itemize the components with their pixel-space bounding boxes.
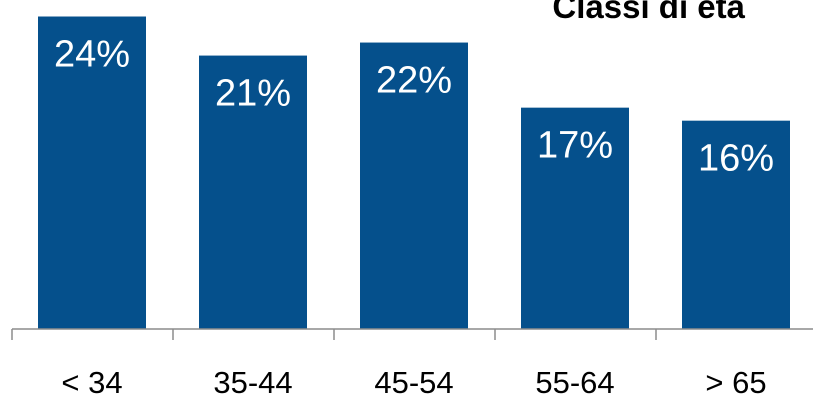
bars-group: 24% 21% 22% 17% 16% [38, 17, 790, 329]
data-label: 24% [54, 34, 130, 76]
data-label: 22% [376, 60, 452, 102]
x-tick-label: 55-64 [535, 365, 614, 400]
x-axis: < 34 35-44 45-54 55-64 > 65 [12, 329, 813, 400]
data-label: 21% [215, 73, 291, 115]
x-tick-label: > 65 [705, 365, 766, 400]
data-label: 16% [698, 138, 774, 180]
x-tick-label: 45-54 [374, 365, 453, 400]
x-tick-label: 35-44 [213, 365, 292, 400]
data-label: 17% [537, 125, 613, 167]
chart-title: Classi di età [552, 0, 745, 25]
x-tick-label: < 34 [61, 365, 122, 400]
